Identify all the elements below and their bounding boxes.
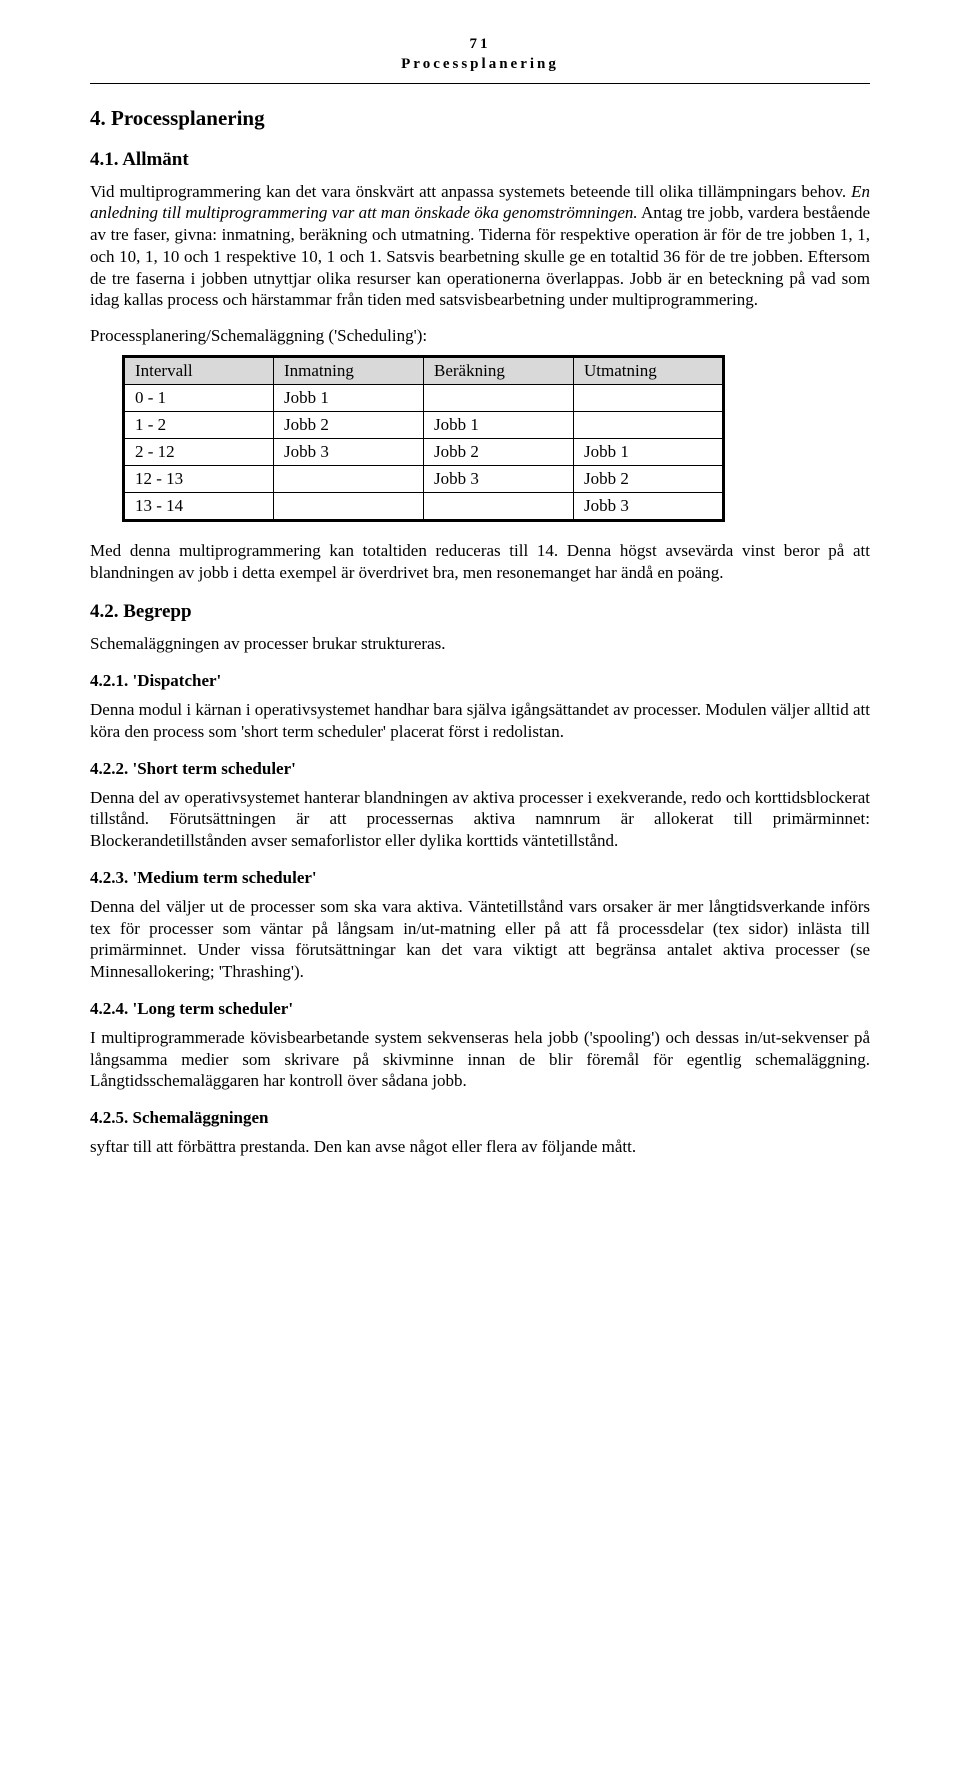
cell [274, 465, 424, 492]
section-4-heading: 4. Processplanering [90, 106, 870, 131]
section-4-2-2-p1: Denna del av operativsystemet hanterar b… [90, 787, 870, 852]
section-4-2-5-heading: 4.2.5. Schemaläggningen [90, 1108, 870, 1128]
section-4-1-p1: Vid multiprogrammering kan det vara önsk… [90, 181, 870, 312]
cell [424, 492, 574, 520]
section-4-2-2-heading: 4.2.2. 'Short term scheduler' [90, 759, 870, 779]
section-4-2-3-p1: Denna del väljer ut de processer som ska… [90, 896, 870, 983]
section-4-2-1-heading: 4.2.1. 'Dispatcher' [90, 671, 870, 691]
table-row: 12 - 13 Jobb 3 Jobb 2 [124, 465, 724, 492]
page-header-title: Processplanering [90, 54, 870, 74]
cell: Jobb 2 [274, 411, 424, 438]
table-row: 1 - 2 Jobb 2 Jobb 1 [124, 411, 724, 438]
section-4-2-4-heading: 4.2.4. 'Long term scheduler' [90, 999, 870, 1019]
col-header: Beräkning [424, 356, 574, 384]
schedule-table: Intervall Inmatning Beräkning Utmatning … [122, 355, 725, 522]
section-4-2-1-p1: Denna modul i kärnan i operativsystemet … [90, 699, 870, 743]
section-4-2-p1: Schemaläggningen av processer brukar str… [90, 633, 870, 655]
col-header: Utmatning [574, 356, 724, 384]
col-header: Inmatning [274, 356, 424, 384]
table-row: 0 - 1 Jobb 1 [124, 384, 724, 411]
cell: 12 - 13 [124, 465, 274, 492]
section-4-1-heading: 4.1. Allmänt [90, 149, 870, 171]
page-header: 71 Processplanering [90, 34, 870, 75]
cell: Jobb 1 [574, 438, 724, 465]
cell: 2 - 12 [124, 438, 274, 465]
table-row: 2 - 12 Jobb 3 Jobb 2 Jobb 1 [124, 438, 724, 465]
page: 71 Processplanering 4. Processplanering … [0, 0, 960, 1768]
section-4-2-heading: 4.2. Begrepp [90, 601, 870, 623]
cell: Jobb 2 [574, 465, 724, 492]
table-header-row: Intervall Inmatning Beräkning Utmatning [124, 356, 724, 384]
section-4-2-3-heading: 4.2.3. 'Medium term scheduler' [90, 868, 870, 888]
section-4-1-p3: Med denna multiprogrammering kan totalti… [90, 540, 870, 584]
cell: 0 - 1 [124, 384, 274, 411]
section-4-2-5-p1: syftar till att förbättra prestanda. Den… [90, 1136, 870, 1158]
cell: Jobb 1 [424, 411, 574, 438]
table-row: 13 - 14 Jobb 3 [124, 492, 724, 520]
cell [274, 492, 424, 520]
section-4-2-4-p1: I multiprogrammerade kövisbearbetande sy… [90, 1027, 870, 1092]
section-4-1-p1-lead: Vid multiprogrammering kan det vara önsk… [90, 182, 851, 201]
cell [574, 384, 724, 411]
cell [424, 384, 574, 411]
section-4-1-p2: Processplanering/Schemaläggning ('Schedu… [90, 325, 870, 347]
cell: 1 - 2 [124, 411, 274, 438]
cell: Jobb 3 [274, 438, 424, 465]
col-header: Intervall [124, 356, 274, 384]
cell: Jobb 2 [424, 438, 574, 465]
cell: Jobb 1 [274, 384, 424, 411]
header-rule [90, 83, 870, 84]
cell: 13 - 14 [124, 492, 274, 520]
page-number: 71 [90, 34, 870, 54]
cell: Jobb 3 [424, 465, 574, 492]
cell: Jobb 3 [574, 492, 724, 520]
cell [574, 411, 724, 438]
